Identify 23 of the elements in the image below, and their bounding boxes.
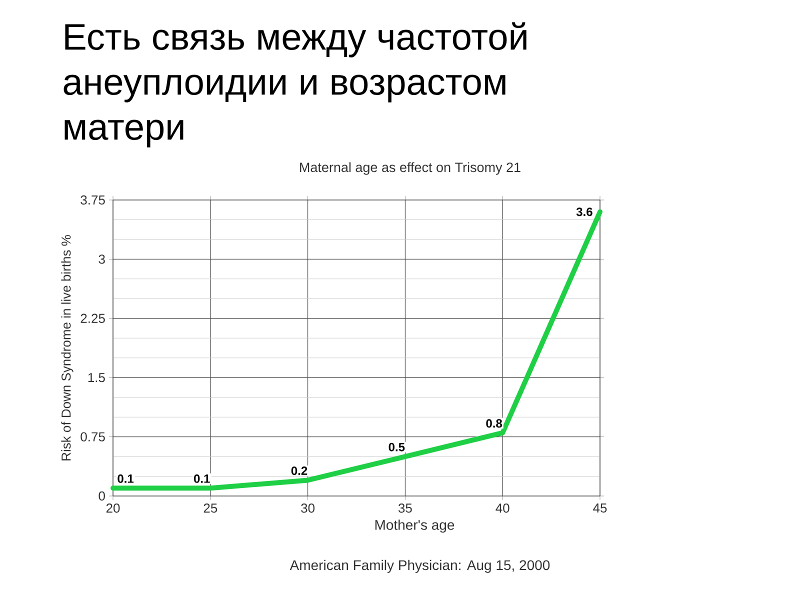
x-tick-label: 35 [398,504,412,513]
x-tick-label: 20 [106,504,120,513]
y-tick-label: 0.75 [80,432,105,442]
chart-subtitle: Maternal age as effect on Trisomy 21 [300,162,520,175]
data-label: 0.8 [486,419,502,428]
data-label: 0.2 [291,466,308,476]
x-tick-label: 40 [496,504,510,513]
data-label: 3.6 [576,208,592,216]
y-axis-title: Risk of Down Syndrome in live births % [61,235,74,460]
x-axis-title: Mother's age [375,520,454,533]
y-tick-label: 3 [98,254,105,264]
x-tick-label: 45 [593,504,607,513]
data-label: 0.1 [194,474,210,483]
y-tick-label: 3.75 [80,195,105,205]
y-tick-label: 0 [98,491,105,501]
data-label: 0.1 [118,474,134,483]
y-tick-label: 1.5 [88,373,105,382]
text: American Family Physician: Aug 15, 2000 [290,560,550,573]
x-tick-label: 25 [204,504,218,513]
y-tick-label: 2.25 [80,314,105,323]
x-tick-label: 30 [301,504,315,513]
data-label: 0.5 [388,442,405,452]
chart-title: Есть связь между частотой анеуплоидии и возрастом матери [64,22,526,148]
